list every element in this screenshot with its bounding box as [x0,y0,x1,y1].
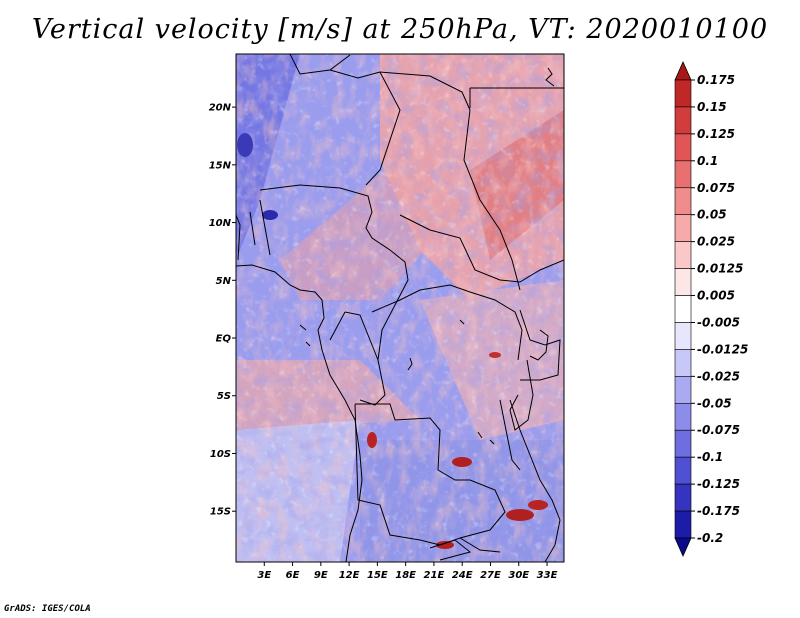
colorbar-swatch [674,322,692,350]
colorbar-label: -0.125 [697,477,740,491]
lon-tick-label: 27E [480,570,501,581]
grads-credit: GrADS: IGES/COLA [4,604,91,614]
lon-tick-label: 33E [537,570,558,581]
map-title: Vertical velocity [m/s] at 250hPa, VT: 2… [31,14,769,45]
colorbar-label: -0.005 [697,315,740,329]
colorbar-swatch [674,456,692,485]
lat-tick-label: 10N [209,218,232,229]
lon-tick-label: 24E [452,570,473,581]
colorbar-swatch [674,214,692,242]
colorbar-swatch [674,402,692,431]
colorbar-label: 0.125 [697,127,735,141]
colorbar-label: -0.2 [697,531,723,545]
colorbar-label: -0.175 [697,504,740,518]
lat-tick-label: 5S [217,391,231,402]
lat-tick-label: 15N [209,160,232,171]
colorbar-swatch [674,483,692,512]
colorbar-swatch [674,295,692,323]
colorbar-swatch [674,106,692,135]
lon-tick-label: 30E [508,570,529,581]
lon-tick-label: 15E [367,570,388,581]
colorbar-swatch [674,268,692,296]
colorbar-label: 0.0125 [697,262,743,276]
colorbar-swatch [674,133,692,162]
colorbar-swatch [674,376,692,404]
colorbar-swatch [674,510,692,539]
colorbar-label: 0.175 [697,73,735,87]
colorbar-swatch [674,160,692,189]
map-axes: 20N 15N 10N 5N EQ 5S 10S 15S 3E 6E 9E 12E 15E 18E 21E 2… [209,103,558,581]
colorbar-label: -0.05 [697,396,732,410]
colorbar-swatch [674,61,692,81]
colorbar-swatch [674,349,692,377]
colorbar-label: 0.05 [697,208,727,222]
colorbar: 0.175 0.15 0.125 0.1 0.075 0.05 0.025 0.0125 0.0… [674,61,748,557]
lon-tick-label: 6E [286,570,300,581]
colorbar-label: 0.025 [697,235,735,249]
coastlines [236,54,564,562]
lon-tick-label: 3E [257,570,271,581]
colorbar-swatch [674,187,692,216]
colorbar-label: -0.0125 [697,342,748,356]
colorbar-label: 0.1 [697,154,718,168]
colorbar-swatch [674,79,692,108]
colorbar-label: 0.005 [697,289,735,303]
lon-tick-label: 9E [314,570,328,581]
colorbar-label: 0.15 [697,100,727,114]
colorbar-swatch [674,241,692,269]
lat-tick-label: 5N [216,276,232,287]
lat-tick-label: 10S [210,449,231,460]
colorbar-swatch [674,429,692,458]
lon-tick-label: 21E [424,570,445,581]
colorbar-label: 0.075 [697,181,735,195]
lon-tick-label: 18E [395,570,416,581]
colorbar-swatch [674,537,692,557]
lat-tick-label: 20N [209,103,232,114]
lat-tick-label: EQ [216,334,232,345]
colorbar-label: -0.075 [697,423,740,437]
lat-tick-label: 15S [210,507,231,518]
colorbar-label: -0.1 [697,450,723,464]
velocity-field [236,54,564,562]
colorbar-label: -0.025 [697,369,740,383]
map-frame [235,53,565,563]
lon-tick-label: 12E [339,570,360,581]
